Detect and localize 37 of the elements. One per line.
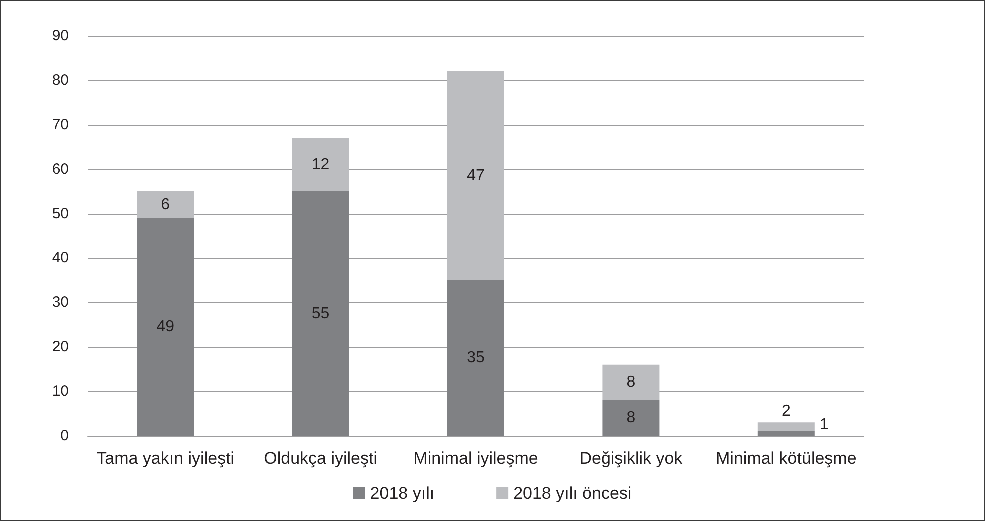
bar bbox=[758, 422, 815, 432]
data-label: 6 bbox=[161, 196, 170, 214]
y-tick-label: 70 bbox=[52, 116, 69, 134]
bar bbox=[292, 192, 350, 436]
bar bbox=[137, 192, 194, 218]
data-label: 8 bbox=[626, 374, 636, 392]
y-tick-label: 90 bbox=[52, 28, 69, 44]
y-tick-label: 80 bbox=[52, 72, 69, 89]
x-tick-label: Minimal kötüleşme bbox=[716, 449, 857, 468]
data-label: 2 bbox=[782, 403, 791, 420]
data-label: 8 bbox=[626, 410, 636, 427]
y-tick-label: 40 bbox=[52, 250, 69, 267]
x-tick-label: Oldukça iyileşti bbox=[264, 449, 378, 468]
y-tick-label: 60 bbox=[52, 160, 69, 178]
bar bbox=[292, 138, 350, 192]
y-tick-label: 50 bbox=[52, 205, 69, 222]
bar bbox=[758, 432, 815, 436]
data-label: 55 bbox=[312, 305, 330, 322]
bar bbox=[448, 280, 504, 436]
y-tick-label: 0 bbox=[60, 428, 69, 444]
bar bbox=[137, 218, 194, 436]
x-tick-label: Minimal iyileşme bbox=[414, 449, 538, 468]
y-tick-label: 20 bbox=[52, 338, 69, 356]
legend-label: 2018 yılı öncesi bbox=[514, 484, 632, 503]
data-label: 12 bbox=[312, 156, 330, 174]
bar bbox=[448, 72, 504, 280]
x-tick-label: Değişiklik yok bbox=[580, 449, 684, 468]
data-label: 1 bbox=[820, 416, 829, 434]
x-tick-label: Tama yakın iyileşti bbox=[96, 449, 235, 468]
y-tick-label: 30 bbox=[52, 294, 69, 312]
data-label: 47 bbox=[467, 168, 485, 184]
data-label: 49 bbox=[156, 318, 175, 336]
bar bbox=[602, 400, 660, 436]
legend-label: 2018 yılı bbox=[370, 484, 435, 503]
bar bbox=[602, 364, 660, 400]
y-tick-label: 10 bbox=[52, 383, 69, 400]
data-label: 35 bbox=[467, 350, 485, 367]
